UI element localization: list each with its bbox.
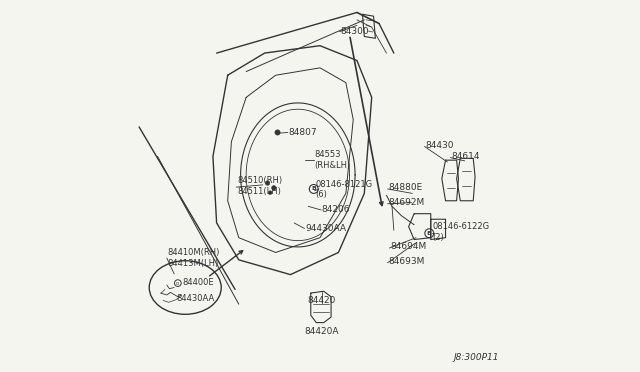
Text: 94430AA: 94430AA bbox=[305, 224, 346, 233]
Circle shape bbox=[268, 191, 272, 195]
Circle shape bbox=[309, 185, 318, 193]
Circle shape bbox=[266, 181, 270, 185]
Text: 84693M: 84693M bbox=[388, 257, 425, 266]
Text: 84694M: 84694M bbox=[390, 243, 426, 251]
Circle shape bbox=[271, 186, 276, 190]
Text: 84420A: 84420A bbox=[305, 327, 339, 336]
Circle shape bbox=[275, 130, 280, 135]
Text: 84614: 84614 bbox=[451, 152, 479, 161]
Text: 84807: 84807 bbox=[289, 128, 317, 137]
Text: 84510(RH)
84511(LH): 84510(RH) 84511(LH) bbox=[237, 176, 282, 196]
Text: 84420: 84420 bbox=[308, 296, 336, 305]
Text: 84206: 84206 bbox=[322, 205, 350, 215]
Text: 84880E: 84880E bbox=[388, 183, 422, 192]
Text: 84410M(RH)
84413M(LH): 84410M(RH) 84413M(LH) bbox=[168, 248, 220, 268]
Text: 08146-8121G
(6): 08146-8121G (6) bbox=[316, 180, 372, 199]
Text: 84692M: 84692M bbox=[388, 198, 424, 207]
Circle shape bbox=[175, 280, 181, 286]
Text: J8:300P11: J8:300P11 bbox=[454, 353, 499, 362]
Text: 84430: 84430 bbox=[425, 141, 454, 150]
Text: o: o bbox=[176, 280, 180, 286]
Text: 84430AA: 84430AA bbox=[177, 294, 215, 303]
Text: B: B bbox=[427, 231, 432, 236]
Text: 08146-6122G
(2): 08146-6122G (2) bbox=[433, 222, 490, 242]
Text: 84553
(RH&LH): 84553 (RH&LH) bbox=[314, 150, 351, 170]
Text: 84300: 84300 bbox=[340, 27, 369, 36]
Text: 84400E: 84400E bbox=[182, 278, 214, 287]
Circle shape bbox=[425, 229, 434, 238]
Text: B: B bbox=[311, 186, 316, 192]
